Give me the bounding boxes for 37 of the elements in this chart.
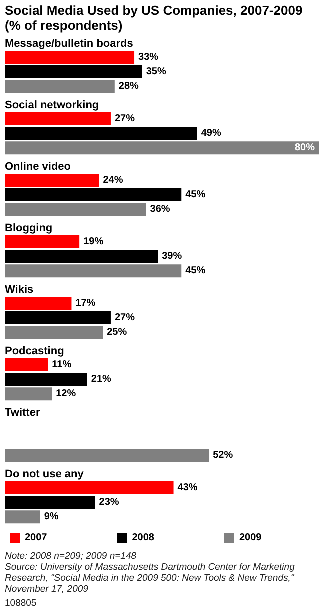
data-label: 19%	[84, 236, 104, 248]
data-label: 35%	[146, 66, 166, 78]
data-label: 49%	[201, 128, 222, 140]
data-label: 25%	[107, 327, 128, 338]
y-tick-label: Message/bulletin boards	[5, 38, 134, 50]
y-tick-label: Podcasting	[5, 345, 64, 358]
data-label: 12%	[56, 388, 76, 400]
legend-label: 2008	[132, 532, 155, 544]
text: Note: 2008 n=209; 2009 n=148	[5, 551, 138, 562]
data-label: 36%	[150, 204, 170, 216]
source-note: Source: University of Massachusetts Dartmouth Center for Marketing Research, "Social Media in the 2009 500: New Tools & New Trends," November 17, 2009	[5, 562, 296, 595]
data-label: 27%	[114, 312, 136, 324]
chart-title: Social Media Used by US Companies, 2007-2009 (% of respondents)	[5, 3, 304, 33]
legend-label: 2009	[239, 532, 262, 544]
data-label: 9%	[44, 512, 59, 523]
data-label: 45%	[186, 190, 206, 201]
y-tick-label: Blogging	[5, 222, 53, 234]
data-label: 39%	[162, 251, 182, 262]
y-tick-label: Social networking	[5, 99, 100, 112]
data-label: 24%	[103, 174, 124, 186]
data-label: 27%	[114, 113, 136, 124]
data-label: 80%	[294, 142, 316, 154]
data-label: 33%	[138, 52, 159, 63]
y-tick-label: Twitter	[5, 406, 41, 419]
data-label: 43%	[178, 482, 198, 494]
data-label: 23%	[99, 497, 120, 508]
data-label: 52%	[213, 450, 234, 462]
text: 108805	[5, 598, 38, 609]
y-tick-label: Wikis	[5, 284, 34, 296]
data-label: 21%	[91, 374, 112, 386]
data-label: 17%	[76, 298, 96, 309]
data-label: 28%	[118, 81, 140, 92]
legend-label: 2007	[25, 532, 48, 544]
data-label: 11%	[52, 359, 72, 370]
data-label: 45%	[186, 266, 206, 277]
y-tick-label: Do not use any	[5, 468, 85, 480]
y-tick-label: Online video	[5, 160, 72, 173]
